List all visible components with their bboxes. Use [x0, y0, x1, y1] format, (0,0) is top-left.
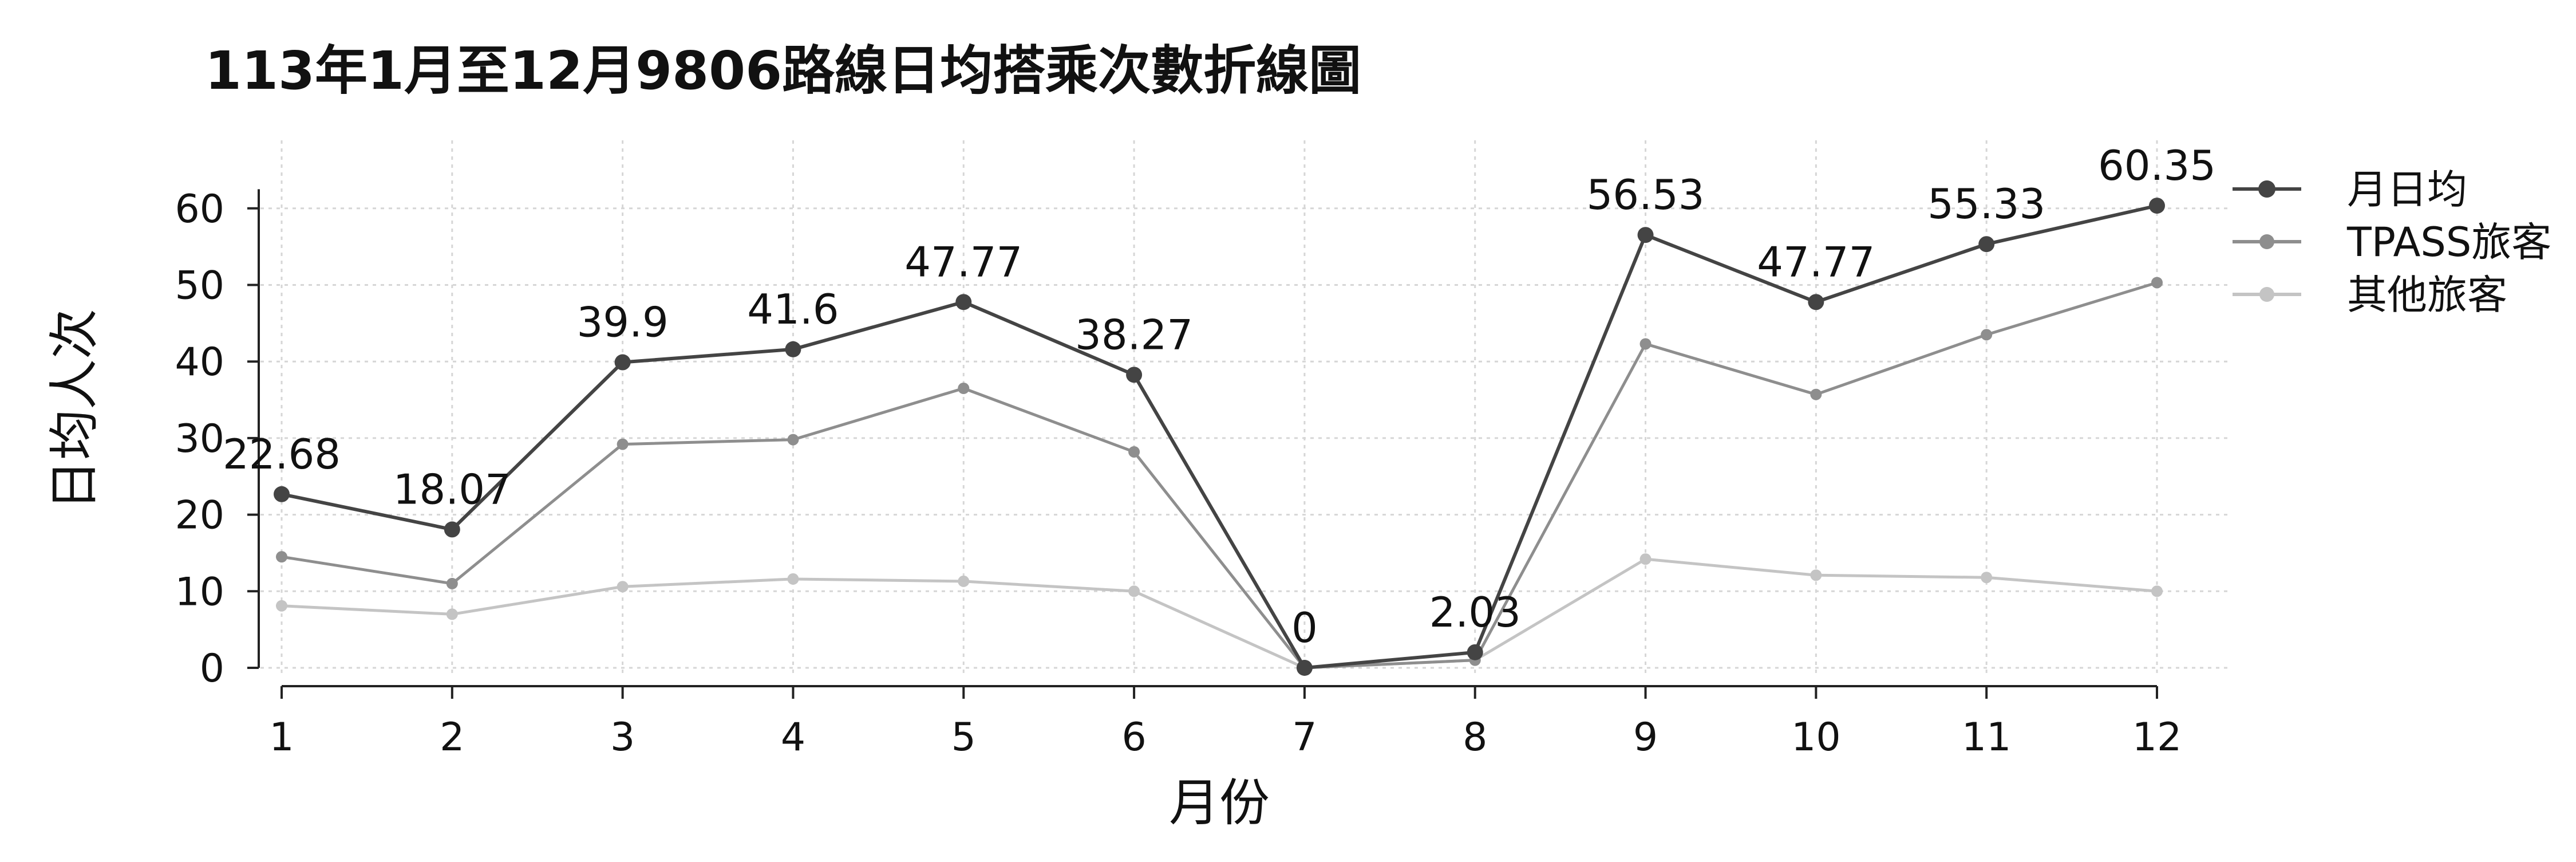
series-2-point [446, 577, 458, 589]
data-label: 56.53 [1586, 171, 1704, 219]
x-tick-label: 5 [951, 715, 976, 760]
data-label: 38.27 [1075, 310, 1193, 359]
series-1-point [1126, 367, 1143, 383]
y-tick-label: 0 [200, 646, 224, 691]
legend-marker [2259, 287, 2274, 302]
series-1-point [444, 521, 460, 538]
data-label: 47.77 [1757, 238, 1875, 286]
series-3-point [276, 600, 287, 612]
x-tick-label: 7 [1292, 715, 1317, 760]
x-tick-label: 1 [269, 715, 294, 760]
y-tick-label: 10 [175, 569, 224, 615]
series-1-point [955, 294, 972, 310]
data-label: 18.07 [393, 465, 511, 513]
data-label: 22.68 [223, 430, 341, 478]
series-1-point [1637, 227, 1654, 243]
y-tick-label: 40 [175, 340, 224, 385]
gridlines [260, 140, 2230, 678]
series-1-point [2149, 198, 2165, 214]
legend-label: TPASS旅客 [2346, 219, 2551, 266]
x-tick-label: 12 [2132, 715, 2182, 760]
x-tick-label: 10 [1791, 715, 1841, 760]
series-2-point [1981, 329, 1993, 341]
series-1-point [1296, 660, 1313, 676]
y-axis-label: 日均人次 [45, 309, 104, 510]
series-2-point [787, 434, 799, 446]
series-3-point [2151, 585, 2163, 597]
y-tick-label: 30 [175, 416, 224, 462]
x-tick-label: 9 [1633, 715, 1658, 760]
series-line-2 [281, 281, 2158, 670]
x-tick-label: 11 [1962, 715, 2012, 760]
x-axis-label: 月份 [1169, 773, 1270, 832]
series-2-point [1128, 446, 1140, 458]
data-label: 41.6 [747, 285, 839, 333]
x-tick-label: 3 [610, 715, 635, 760]
series-3-point [787, 573, 799, 585]
series-1-point [1467, 644, 1483, 660]
series-2-point [1639, 338, 1652, 350]
legend-label: 月日均 [2347, 166, 2467, 213]
data-label: 60.35 [2098, 141, 2216, 190]
series-3-point [1639, 553, 1652, 565]
series-2-point [617, 438, 629, 450]
series-2-point [1810, 388, 1822, 400]
series-lines [274, 198, 2165, 676]
y-tick-label: 60 [175, 187, 224, 232]
legend-marker [2259, 234, 2274, 249]
x-tick-label: 4 [781, 715, 805, 760]
data-label: 2.03 [1429, 588, 1521, 636]
series-3-point [1981, 572, 1993, 584]
chart-title: 113年1月至12月9806路線日均搭乘次數折線圖 [205, 40, 1361, 101]
series-2-point [958, 382, 970, 394]
series-2-point [2151, 277, 2163, 289]
y-tick-label: 20 [175, 493, 224, 538]
x-tick-label: 8 [1463, 715, 1487, 760]
series-line-1 [281, 204, 2158, 670]
data-label: 0 [1291, 604, 1318, 652]
y-tick-label: 50 [175, 263, 224, 309]
data-label: 55.33 [1927, 180, 2045, 228]
x-tick-label: 2 [440, 715, 464, 760]
series-1-point [274, 486, 290, 502]
series-1-point [785, 341, 801, 357]
series-3-point [958, 575, 970, 587]
data-label: 39.9 [576, 298, 668, 347]
series-3-point [1810, 569, 1822, 581]
series-3-point [617, 581, 629, 593]
series-2-point [276, 551, 287, 563]
legend-marker [2258, 180, 2275, 198]
x-tick-label: 6 [1121, 715, 1146, 760]
data-labels: 22.68 18.07 39.9 41.6 47.77 38.27 0 2.03 56.53 47… [223, 141, 2216, 652]
series-1-point [1808, 294, 1824, 310]
legend-label: 其他旅客 [2347, 271, 2507, 318]
data-label: 47.77 [904, 238, 1022, 286]
series-3-point [1128, 585, 1140, 597]
series-line-3 [281, 557, 2158, 670]
series-1-point [1978, 236, 1995, 253]
series-1-point [614, 354, 631, 371]
series-3-point [446, 608, 458, 620]
